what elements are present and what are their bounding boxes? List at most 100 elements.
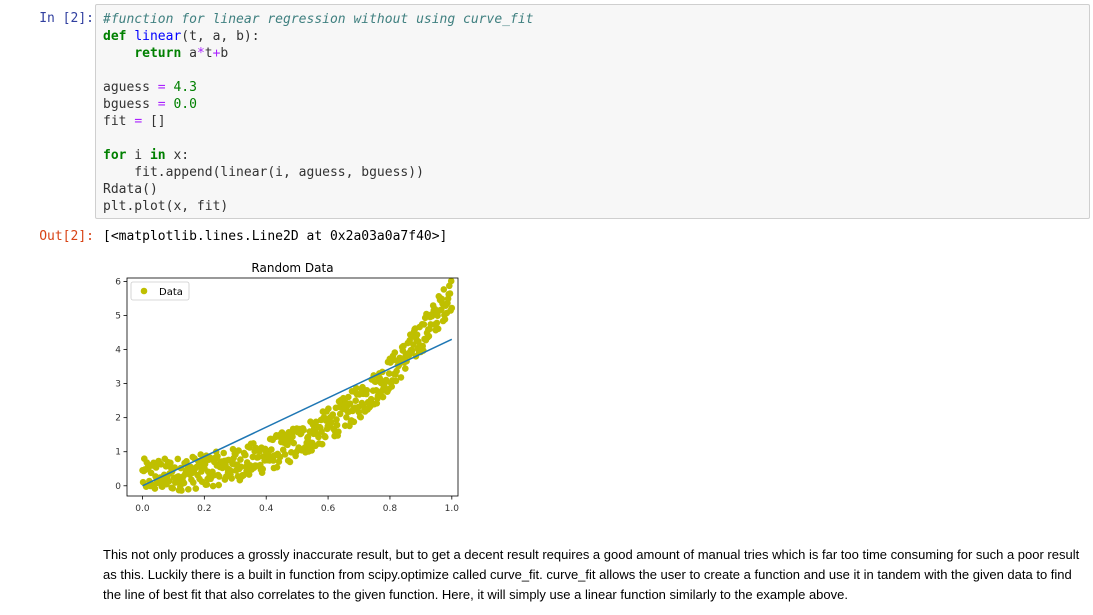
- code-token: i: [126, 148, 150, 163]
- data-point: [268, 446, 275, 453]
- code-token: =: [134, 114, 143, 129]
- data-point: [245, 471, 253, 478]
- code-token: for: [103, 148, 127, 163]
- data-point: [214, 453, 221, 460]
- data-point: [304, 433, 312, 441]
- data-point: [329, 411, 337, 418]
- data-point: [203, 481, 211, 488]
- legend-marker: [140, 287, 148, 295]
- data-point: [440, 286, 448, 293]
- code-token: Rdata(): [103, 182, 158, 197]
- data-point: [333, 421, 341, 429]
- data-point: [284, 441, 291, 449]
- x-tick-label: 0.4: [259, 504, 274, 514]
- code-token: def: [103, 29, 127, 44]
- data-point: [388, 383, 396, 390]
- code-token: bguess: [103, 97, 158, 112]
- y-tick-label: 0: [115, 482, 121, 492]
- data-point: [352, 397, 359, 404]
- code-line: bguess = 0.0: [103, 96, 533, 113]
- fit-line: [142, 338, 453, 487]
- data-point: [308, 447, 315, 454]
- data-point: [270, 457, 277, 464]
- data-point: [434, 325, 442, 333]
- x-tick-label: 0.2: [197, 504, 211, 514]
- data-point: [242, 451, 249, 459]
- data-point: [165, 477, 173, 485]
- x-tick-label: 0.6: [321, 504, 336, 514]
- data-point: [315, 433, 322, 441]
- data-point: [175, 473, 182, 480]
- chart-title: Random Data: [251, 261, 333, 275]
- code-line: [103, 62, 533, 79]
- data-point: [393, 367, 400, 375]
- data-point: [357, 413, 365, 421]
- data-point: [255, 453, 262, 461]
- code-token: plt.plot(x, fit): [103, 199, 229, 214]
- code-token: in: [149, 148, 166, 163]
- code-token: fit: [103, 114, 135, 129]
- code-token: b: [220, 46, 229, 61]
- data-point: [209, 482, 217, 490]
- data-point: [373, 400, 381, 407]
- data-point: [192, 485, 200, 492]
- data-point: [425, 332, 433, 340]
- data-point: [385, 370, 393, 377]
- code-line: return a*t+b: [103, 45, 533, 62]
- data-point: [228, 475, 235, 482]
- data-point: [147, 469, 155, 477]
- code-token: 4.3: [173, 80, 197, 95]
- data-point: [235, 447, 242, 454]
- code-token: #function for linear regression without …: [103, 12, 534, 27]
- data-point: [237, 463, 245, 471]
- data-point: [227, 468, 235, 475]
- data-point: [215, 481, 222, 489]
- code-input-area[interactable]: #function for linear regression without …: [95, 4, 1090, 219]
- data-point: [325, 405, 332, 412]
- data-point: [391, 349, 399, 356]
- data-point: [169, 485, 177, 492]
- data-point: [345, 393, 352, 401]
- data-point: [433, 319, 441, 327]
- markdown-cell: This not only produces a grossly inaccur…: [103, 547, 1080, 602]
- data-point: [300, 426, 307, 434]
- code-line: plt.plot(x, fit): [103, 198, 533, 215]
- code-token: =: [157, 80, 166, 95]
- data-point: [413, 331, 421, 338]
- data-point: [346, 400, 354, 407]
- data-point: [312, 418, 320, 426]
- y-tick-label: 5: [115, 311, 121, 321]
- y-tick-label: 1: [115, 448, 121, 458]
- data-point: [402, 365, 409, 372]
- code-editor[interactable]: #function for linear regression without …: [103, 11, 533, 215]
- data-point: [276, 453, 284, 461]
- data-point: [190, 479, 197, 486]
- data-point: [290, 439, 297, 447]
- code-token: 0.0: [173, 97, 197, 112]
- data-point: [322, 433, 329, 441]
- data-point: [441, 316, 449, 323]
- data-point: [353, 384, 360, 392]
- data-point: [408, 347, 416, 354]
- data-point: [397, 374, 405, 381]
- data-point: [343, 414, 350, 421]
- code-line: aguess = 4.3: [103, 79, 533, 96]
- data-point: [420, 321, 428, 328]
- y-tick-label: 6: [115, 277, 121, 287]
- code-token: []: [142, 114, 166, 129]
- data-point: [220, 449, 227, 457]
- data-point: [335, 428, 342, 435]
- y-tick-label: 3: [115, 380, 121, 390]
- data-point: [183, 458, 190, 465]
- output-text: [<matplotlib.lines.Line2D at 0x2a03a0a7f…: [103, 229, 448, 244]
- data-point: [185, 486, 192, 493]
- data-point: [363, 387, 371, 394]
- data-point: [237, 456, 244, 463]
- data-point: [151, 485, 159, 492]
- output-prompt: Out[2]:: [39, 229, 94, 244]
- code-token: x:: [165, 148, 190, 163]
- input-prompt: In [2]:: [39, 11, 94, 26]
- data-point: [273, 463, 281, 471]
- x-tick-label: 0.8: [383, 504, 398, 514]
- data-point: [336, 410, 344, 418]
